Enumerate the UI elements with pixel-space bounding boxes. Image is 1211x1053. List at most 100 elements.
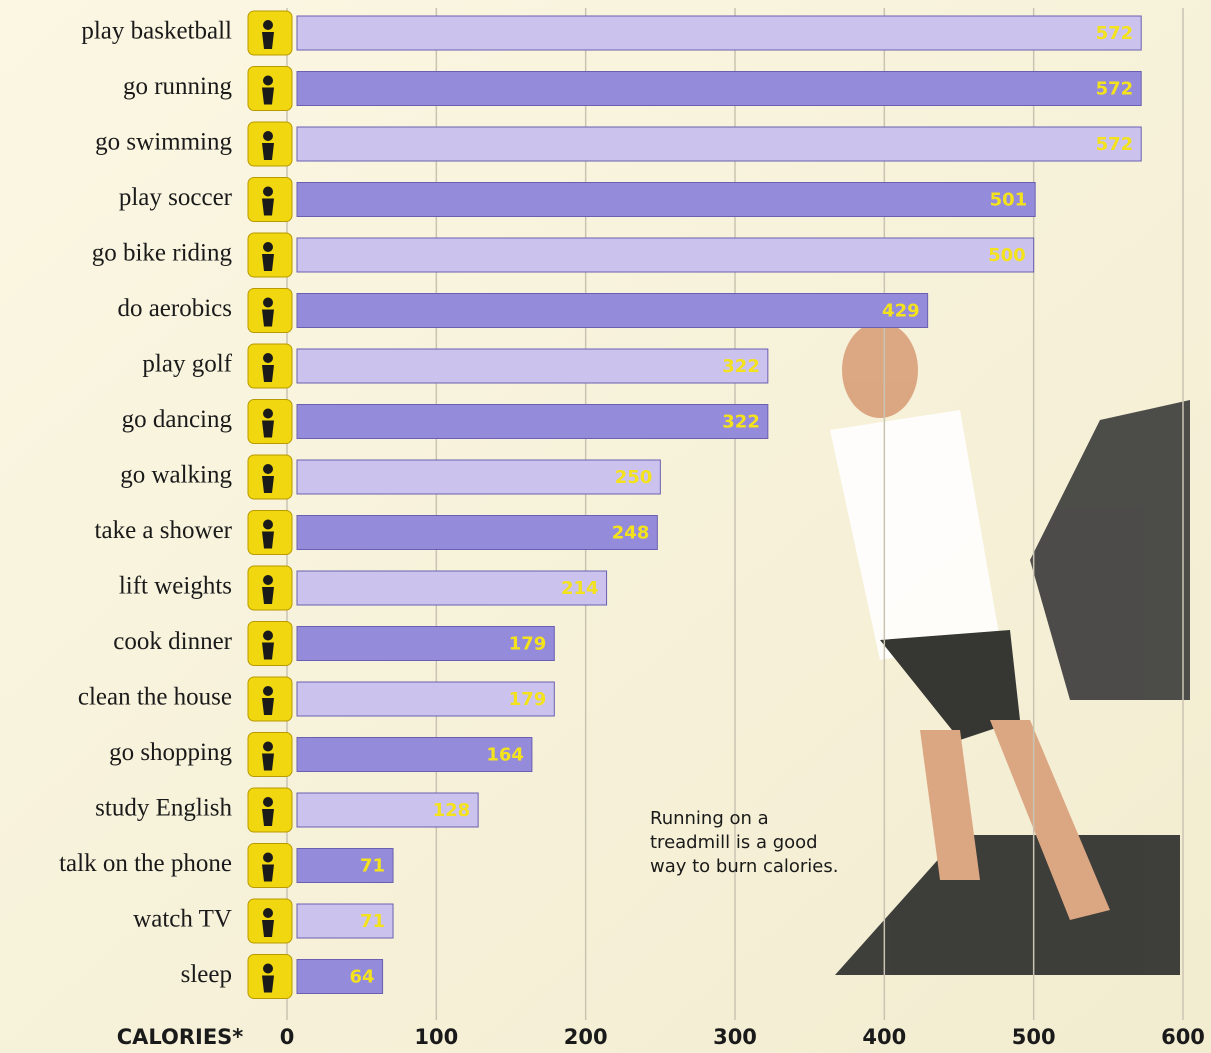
y-tick-label: go running — [123, 73, 233, 100]
icon-figure — [263, 75, 273, 86]
value-label: 429 — [882, 301, 920, 322]
icon-figure — [262, 420, 274, 438]
icon-figure — [262, 531, 274, 549]
value-label: 572 — [1096, 134, 1134, 155]
icon-figure — [263, 797, 273, 807]
y-tick-label: talk on the phone — [59, 850, 232, 877]
icon-figure — [263, 242, 273, 252]
icon-figure — [263, 852, 273, 863]
bar — [296, 348, 769, 384]
x-tick-label: 100 — [414, 1025, 458, 1049]
icon-figure — [262, 254, 274, 271]
icon-figure — [263, 575, 273, 585]
icon-figure — [263, 408, 273, 419]
y-tick-label: study English — [95, 795, 232, 822]
icon-figure — [262, 476, 274, 493]
x-tick-label: 600 — [1161, 1025, 1205, 1049]
photo — [830, 322, 1190, 975]
icon-figure — [263, 519, 273, 530]
icon-figure — [262, 32, 274, 49]
bar — [296, 570, 608, 606]
y-tick-label: go shopping — [109, 739, 232, 766]
bar — [296, 293, 929, 328]
x-tick-label: 200 — [564, 1025, 608, 1049]
icon-figure — [263, 686, 273, 696]
bar — [296, 737, 533, 772]
icon-figure — [263, 353, 273, 363]
value-label: 322 — [722, 412, 760, 433]
value-label: 128 — [433, 800, 471, 821]
annotation: way to burn calories. — [650, 856, 838, 877]
value-label: 179 — [509, 634, 547, 655]
bar — [296, 404, 769, 439]
icon-figure — [262, 365, 274, 382]
bar — [296, 848, 394, 883]
x-tick-label: 500 — [1012, 1025, 1056, 1049]
icon-figure — [262, 920, 274, 937]
bar — [296, 903, 394, 939]
icon-figure — [263, 630, 273, 641]
icon-figure — [262, 698, 274, 715]
value-label: 164 — [486, 745, 524, 766]
value-label: 250 — [615, 467, 653, 488]
value-label: 572 — [1096, 23, 1134, 44]
icon-figure — [262, 864, 274, 882]
value-label: 179 — [509, 689, 547, 710]
icon-figure — [263, 186, 273, 197]
y-tick-label: lift weights — [119, 573, 232, 600]
value-label: 71 — [360, 856, 385, 877]
y-tick-label: play soccer — [119, 184, 233, 211]
bar — [296, 459, 661, 495]
x-tick-label: 300 — [713, 1025, 757, 1049]
annotation: Running on a — [650, 808, 769, 829]
icon-figure — [262, 587, 274, 604]
bar — [296, 71, 1142, 106]
value-label: 572 — [1096, 79, 1134, 100]
icon-figure — [263, 908, 273, 918]
y-tick-label: cook dinner — [113, 628, 232, 655]
y-tick-label: play golf — [142, 351, 232, 378]
annotation: treadmill is a good — [650, 832, 818, 853]
y-tick-label: go dancing — [122, 406, 233, 433]
icon-figure — [262, 198, 274, 216]
bar — [296, 182, 1036, 217]
y-tick-label: sleep — [181, 961, 232, 988]
icon-figure — [262, 809, 274, 826]
y-tick-label: take a shower — [95, 517, 233, 544]
icon-figure — [263, 131, 273, 141]
icon-figure — [262, 143, 274, 160]
bar — [296, 792, 479, 828]
value-label: 500 — [988, 245, 1026, 266]
y-tick-label: play basketball — [81, 18, 232, 45]
bar — [296, 237, 1035, 273]
y-tick-label: go walking — [120, 462, 232, 489]
icon-figure — [263, 741, 273, 752]
icon-figure — [263, 297, 273, 308]
icon-figure — [263, 20, 273, 30]
icon-figure — [262, 87, 274, 105]
y-tick-label: clean the house — [78, 684, 232, 711]
y-tick-label: go bike riding — [92, 240, 233, 267]
value-label: 214 — [561, 578, 599, 599]
value-label: 322 — [722, 356, 760, 377]
icon-figure — [263, 963, 273, 974]
x-tick-label: 0 — [280, 1025, 295, 1049]
bar — [296, 15, 1142, 51]
y-tick-label: go swimming — [95, 129, 232, 156]
value-label: 501 — [990, 190, 1028, 211]
y-tick-label: watch TV — [133, 906, 232, 933]
icon-figure — [263, 464, 273, 474]
x-tick-label: 400 — [862, 1025, 906, 1049]
x-axis-title: CALORIES* — [117, 1025, 244, 1049]
icon-figure — [262, 642, 274, 660]
bar — [296, 515, 658, 550]
icon-figure — [262, 753, 274, 771]
icon-figure — [262, 309, 274, 327]
y-tick-label: do aerobics — [117, 295, 232, 322]
bar — [296, 959, 384, 994]
bar — [296, 626, 555, 661]
value-label: 71 — [360, 911, 385, 932]
bar — [296, 126, 1142, 162]
value-label: 248 — [612, 523, 650, 544]
